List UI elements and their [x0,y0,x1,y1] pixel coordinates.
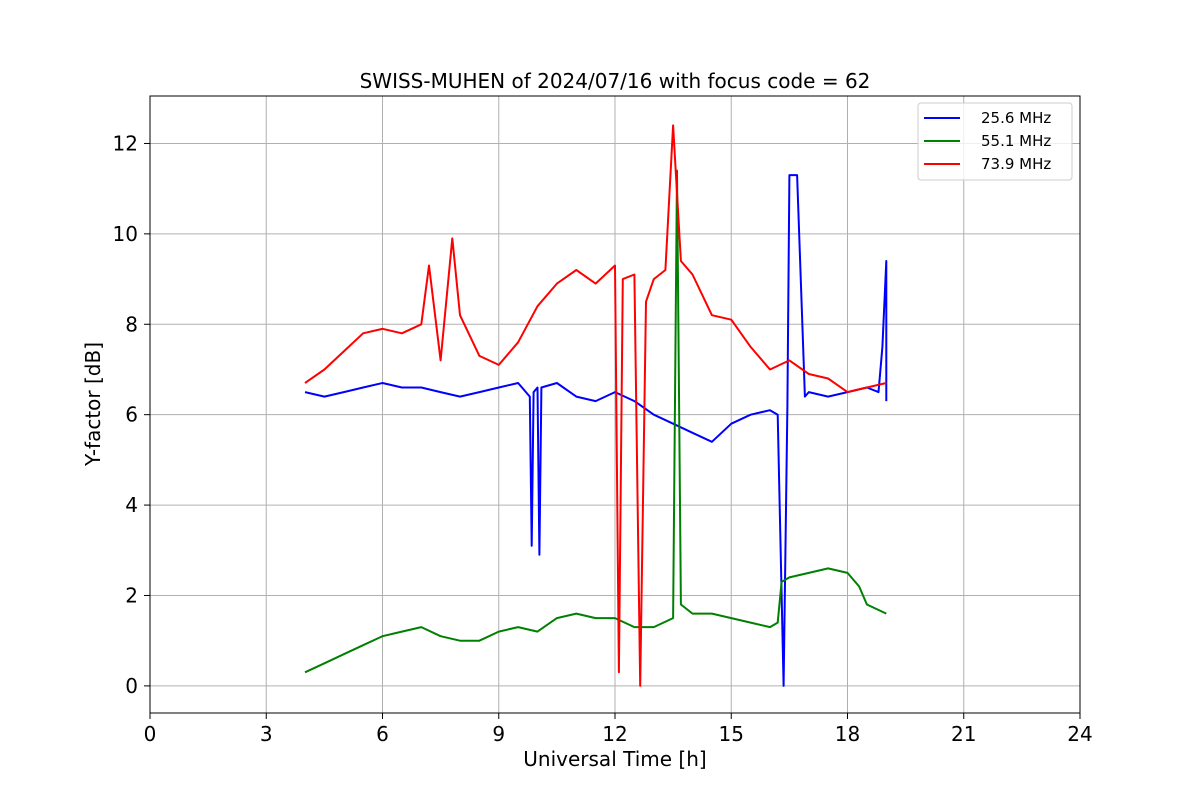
series-line-1 [304,174,888,687]
grid [149,96,1081,713]
x-tick-label: 12 [602,722,627,746]
x-tick-label: 15 [719,722,744,746]
chart-title: SWISS-MUHEN of 2024/07/16 with focus cod… [360,69,871,93]
y-tick-label: 8 [125,312,138,336]
series-layer [304,124,888,687]
y-tick-label: 12 [113,131,138,155]
y-tick-label: 2 [125,583,138,607]
series-line-2 [304,169,887,674]
y-tick-label: 4 [125,493,138,517]
x-tick-label: 0 [144,722,157,746]
legend-label: 73.9 MHz [981,155,1051,173]
y-tick-label: 0 [125,674,138,698]
series-line-3 [304,124,887,687]
y-tick-label: 10 [113,222,138,246]
x-tick-label: 3 [260,722,273,746]
x-axis-title: Universal Time [h] [523,747,706,771]
x-tick-label: 21 [951,722,976,746]
y-tick-label: 6 [125,403,138,427]
y-axis-title: Y-factor [dB] [81,342,105,467]
legend: 25.6 MHz 55.1 MHz 73.9 MHz [917,102,1073,181]
legend-box [917,102,1073,181]
x-tick-label: 24 [1067,722,1092,746]
x-tick-label: 6 [376,722,389,746]
x-tick-label: 18 [835,722,860,746]
x-tick-label: 9 [492,722,505,746]
legend-label: 25.6 MHz [981,109,1051,127]
legend-label: 55.1 MHz [981,132,1051,150]
